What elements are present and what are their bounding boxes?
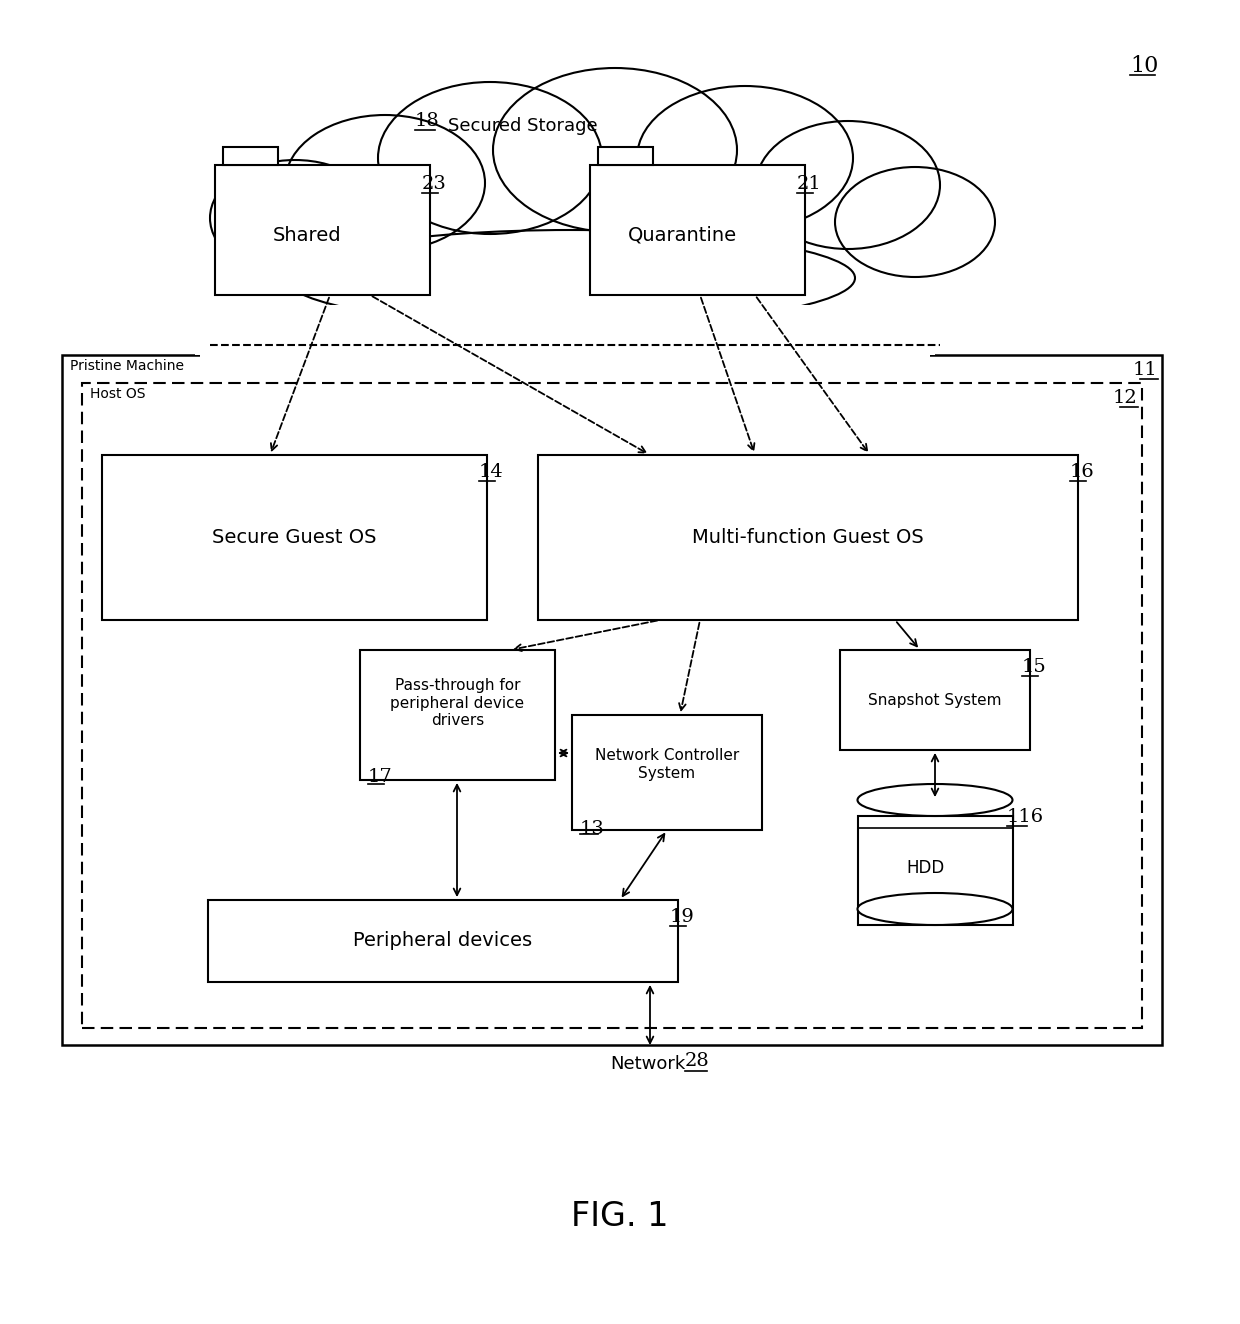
- Bar: [839, 650, 1030, 749]
- Text: Secure Guest OS: Secure Guest OS: [212, 528, 377, 547]
- Text: 16: 16: [1070, 463, 1095, 481]
- Bar: [360, 650, 556, 780]
- Text: Quarantine: Quarantine: [627, 225, 737, 245]
- Text: 15: 15: [1022, 658, 1047, 677]
- Text: Network: Network: [610, 1055, 686, 1072]
- Ellipse shape: [285, 115, 485, 252]
- Text: Peripheral devices: Peripheral devices: [353, 932, 532, 951]
- Text: 17: 17: [368, 768, 393, 786]
- Bar: [223, 147, 278, 166]
- Bar: [208, 900, 678, 982]
- Text: 14: 14: [479, 463, 503, 481]
- Bar: [195, 279, 935, 355]
- Bar: [572, 715, 763, 830]
- Bar: [858, 816, 1013, 925]
- Text: 28: 28: [684, 1053, 709, 1070]
- Text: 18: 18: [415, 113, 440, 130]
- Bar: [538, 455, 1078, 620]
- Ellipse shape: [756, 120, 940, 249]
- Ellipse shape: [858, 892, 1013, 925]
- Bar: [598, 147, 653, 166]
- Text: FIG. 1: FIG. 1: [572, 1200, 668, 1233]
- Text: Network Controller
System: Network Controller System: [595, 748, 739, 781]
- Text: Pass-through for
peripheral device
drivers: Pass-through for peripheral device drive…: [391, 678, 525, 728]
- Ellipse shape: [285, 230, 856, 326]
- Text: 116: 116: [1007, 808, 1044, 826]
- Bar: [82, 383, 1142, 1027]
- Text: Secured Storage: Secured Storage: [448, 117, 598, 135]
- Text: 13: 13: [580, 820, 605, 838]
- Text: HDD: HDD: [906, 858, 944, 876]
- Bar: [62, 355, 1162, 1045]
- Text: 23: 23: [422, 175, 446, 193]
- Text: Snapshot System: Snapshot System: [868, 692, 1002, 707]
- Bar: [215, 166, 430, 295]
- Ellipse shape: [378, 82, 601, 234]
- Text: Host OS: Host OS: [91, 387, 145, 401]
- Ellipse shape: [637, 86, 853, 230]
- Text: Shared: Shared: [273, 225, 342, 245]
- Text: 19: 19: [670, 908, 694, 925]
- Ellipse shape: [835, 167, 994, 277]
- Ellipse shape: [858, 784, 1013, 816]
- Text: 10: 10: [1130, 56, 1158, 77]
- Text: 21: 21: [797, 175, 822, 193]
- Text: 12: 12: [1112, 389, 1137, 406]
- Text: Pristine Machine: Pristine Machine: [69, 359, 184, 373]
- Bar: [590, 166, 805, 295]
- Ellipse shape: [210, 160, 379, 275]
- Text: 11: 11: [1132, 361, 1157, 379]
- Ellipse shape: [494, 68, 737, 232]
- Bar: [200, 305, 930, 360]
- Text: Multi-function Guest OS: Multi-function Guest OS: [692, 528, 924, 547]
- Bar: [102, 455, 487, 620]
